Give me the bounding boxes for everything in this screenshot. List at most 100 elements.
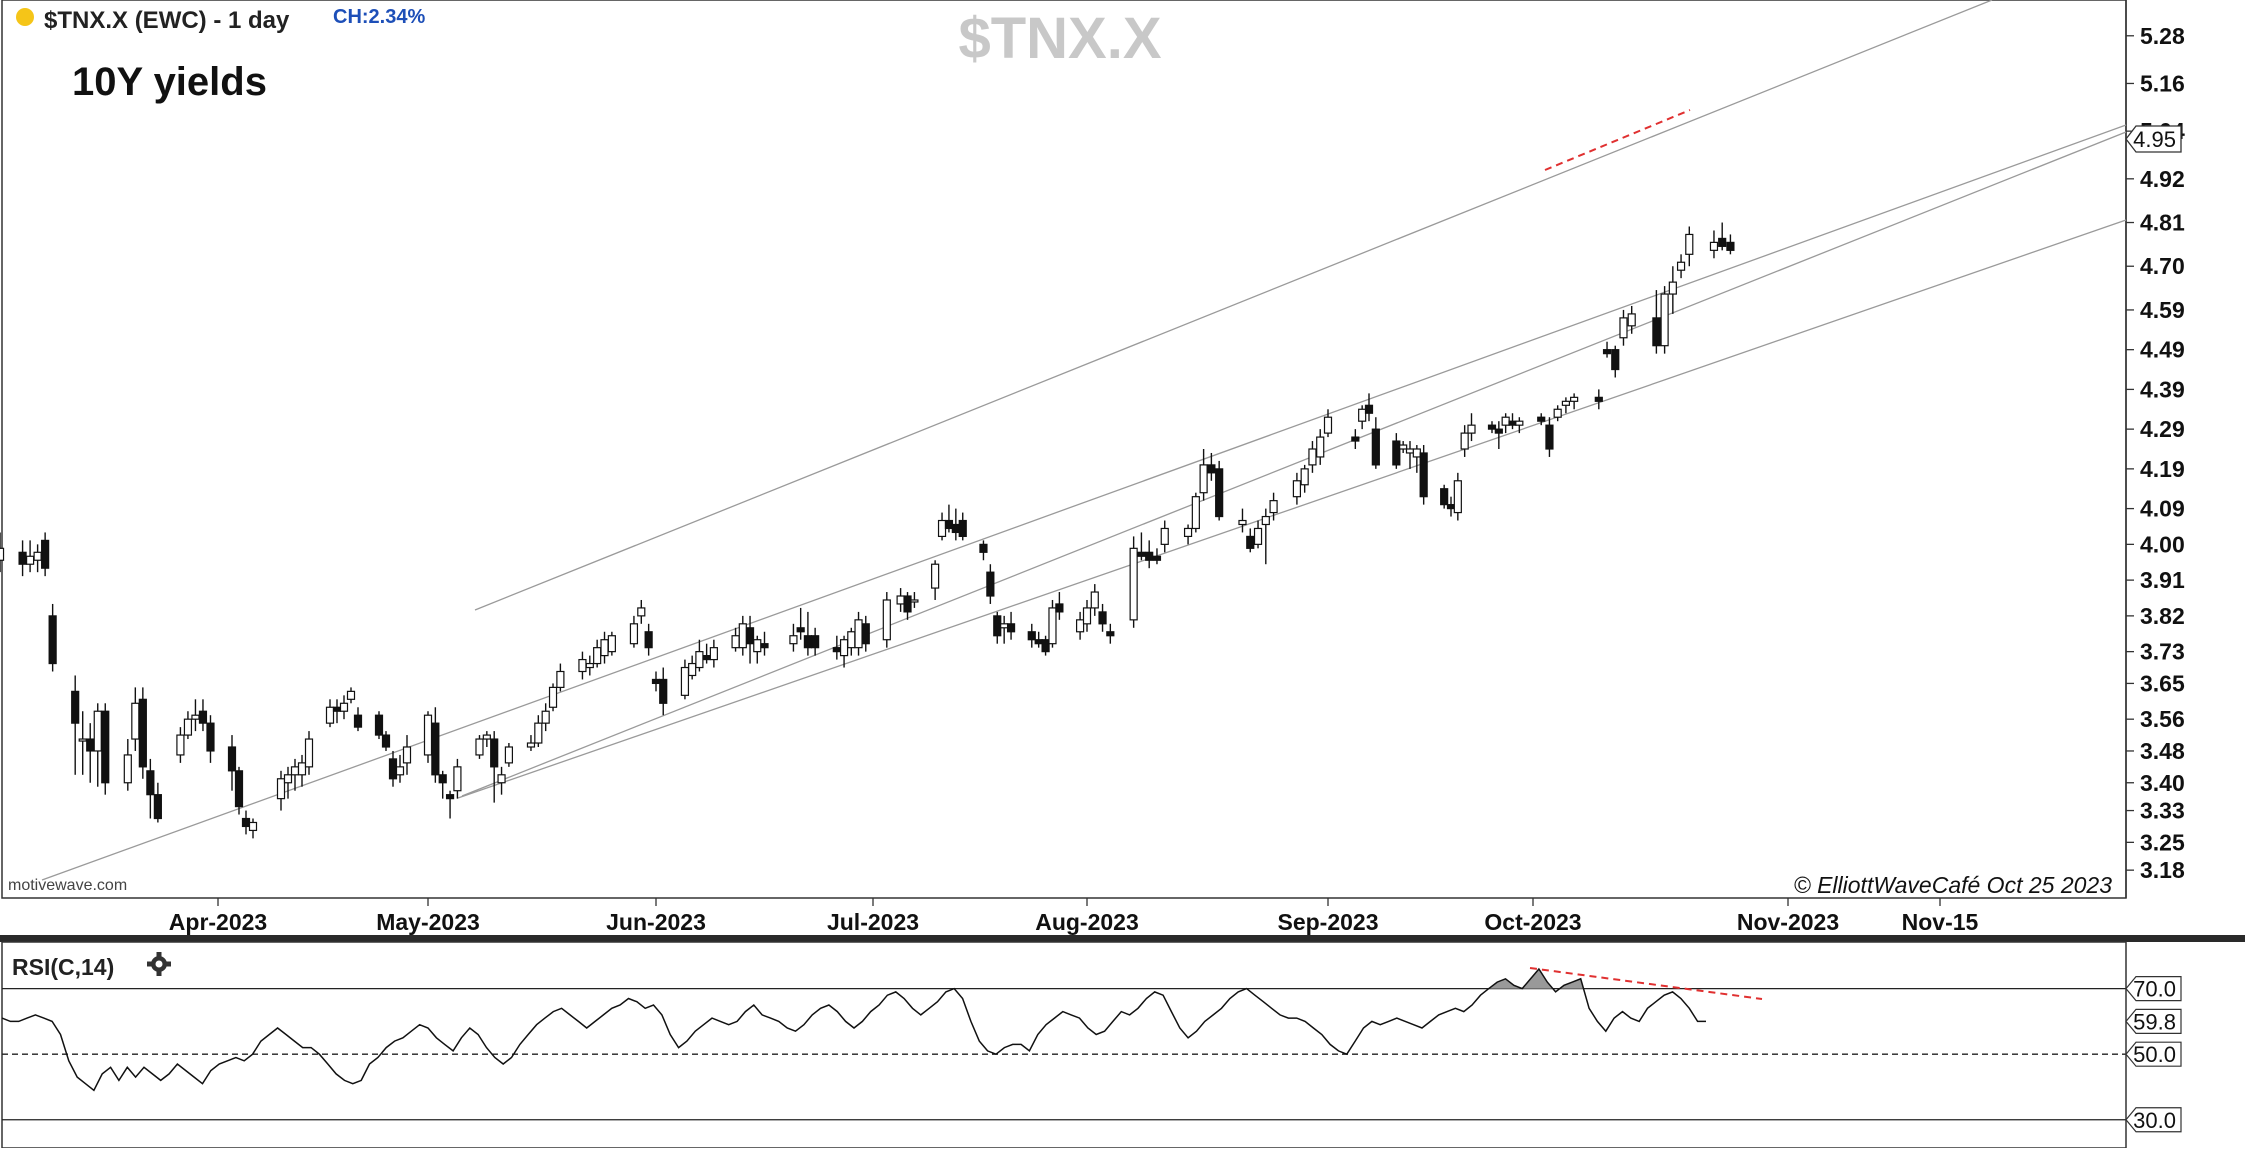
candle-body [1129,547,1138,621]
candle [796,607,805,640]
candle-body [78,738,87,742]
x-tick-label: Nov-2023 [1737,909,1839,935]
candle-body [1440,488,1449,506]
candle-body [402,746,412,764]
candle-body [1152,555,1162,561]
candle [227,735,237,791]
candle-body [1358,408,1367,422]
candle-body [1718,237,1727,247]
candle-body [71,690,80,724]
candle-body [1660,293,1669,347]
candle-body [1494,428,1503,434]
candle-body [731,635,740,649]
candle-body [1292,480,1302,498]
candle-body [1467,424,1476,434]
candle-body [1246,535,1255,549]
candle [548,683,558,712]
candle [374,711,384,740]
candle-body [738,623,747,649]
candle-body [1553,408,1562,418]
candle [453,758,462,799]
candle-body [1371,428,1380,466]
candle-body [882,599,891,641]
candle [709,639,718,668]
candle [1726,234,1735,255]
candle-body [680,666,690,696]
candle [198,699,208,732]
candle-body [1041,639,1050,653]
y-tick-label: 5.28 [2140,23,2185,49]
candle-body [629,623,639,645]
candle [1137,532,1146,561]
candle [1215,460,1224,521]
candle-body [1323,416,1333,434]
candle [1145,540,1154,569]
candle-body [339,702,349,712]
y-tick-label: 4.29 [2140,416,2185,442]
candle-body [241,817,251,828]
candle [1561,397,1571,414]
candle-body [585,662,594,669]
candle-body [453,766,462,792]
candle [48,603,57,672]
candle [0,532,5,573]
candle-body [1405,448,1415,454]
candle-body [1106,631,1115,637]
candle [153,782,162,823]
x-tick-label: Oct-2023 [1484,909,1581,935]
candle-body [1075,619,1085,633]
candle-body [1570,396,1579,402]
candle [1129,536,1138,628]
candle-body [1487,424,1497,430]
candle [1300,464,1309,493]
candle [138,687,147,779]
candle [1238,508,1247,533]
candle-body [1145,551,1154,561]
candle-body [861,623,870,645]
candle-body [1419,452,1428,498]
candle [1392,433,1401,469]
y-tick-label: 4.39 [2140,376,2185,402]
candle-body [1561,400,1571,406]
x-tick-label: Aug-2023 [1035,909,1139,935]
last-price-badge: 4.95 [2125,125,2182,153]
candle-body [497,774,506,784]
candle-body [423,714,433,756]
candle [1090,584,1099,616]
rsi-ref-badge [2125,1041,2182,1067]
candle [629,615,639,648]
candle-body [1160,527,1169,545]
candle-body [1594,396,1603,402]
candle-body [33,551,42,561]
candle-body [86,738,95,752]
rsi-overbought-fill [1559,978,1584,989]
candle [1399,441,1408,453]
candle-body [951,523,960,534]
candle-body [1183,527,1193,538]
candle [1570,393,1579,410]
candle [1718,222,1727,251]
candle-body [1048,607,1057,645]
gear-icon[interactable] [147,952,171,976]
candle [688,655,697,680]
candle-body [1261,515,1270,526]
candle-body [1602,349,1612,355]
candle [346,687,356,704]
candle-body [659,678,668,704]
candle [1027,623,1036,648]
candle-body [803,635,813,649]
rsi-last-badge [2125,1008,2182,1035]
candle [1261,508,1270,565]
candle [1041,635,1050,656]
candle [248,818,258,839]
candle-body [1676,261,1686,271]
candle [1668,266,1677,314]
candle-body [1199,464,1208,494]
price-axis: 3.183.25 3.333.40 3.48 3.56 3.65 3.73 3.82 3.91… [2126,23,2185,883]
candle-body [18,551,27,565]
candle-body [1269,500,1278,514]
candle-body [1392,440,1401,466]
candle-body [1619,317,1628,339]
candle [1611,345,1620,378]
